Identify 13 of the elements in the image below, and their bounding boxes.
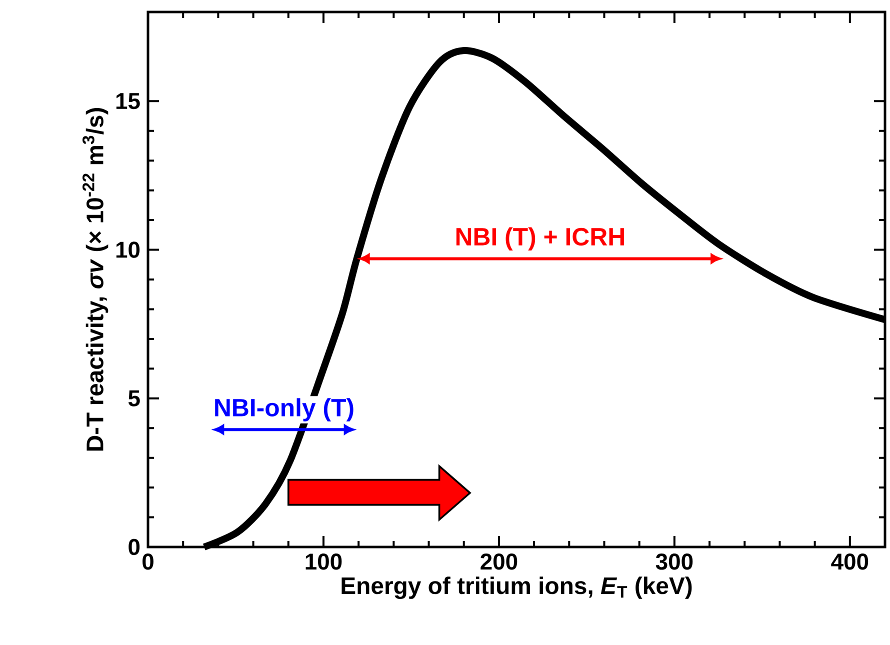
x-tick-label: 200: [480, 554, 518, 570]
y-tick-label: 15: [116, 93, 140, 110]
y-tick-label: 5: [128, 390, 140, 406]
x-tick-label: 0: [142, 554, 154, 570]
annotation: NBI-only (T): [215, 398, 354, 422]
x-tick-label: 400: [831, 554, 868, 570]
annotation: NBI (T) + ICRH: [456, 227, 624, 250]
x-tick-label: 100: [306, 554, 342, 570]
x-axis-title: Energy of tritium ions, E$_{T}$ (keV): [342, 576, 692, 600]
x-tick-label: 300: [656, 554, 693, 570]
y-axis-title: D-T reactivity, σv (× 10$^{-22}$ m$^{3}$/s): [82, 108, 108, 451]
y-tick-label: 0: [128, 538, 140, 556]
y-tick-label: 10: [116, 242, 140, 258]
